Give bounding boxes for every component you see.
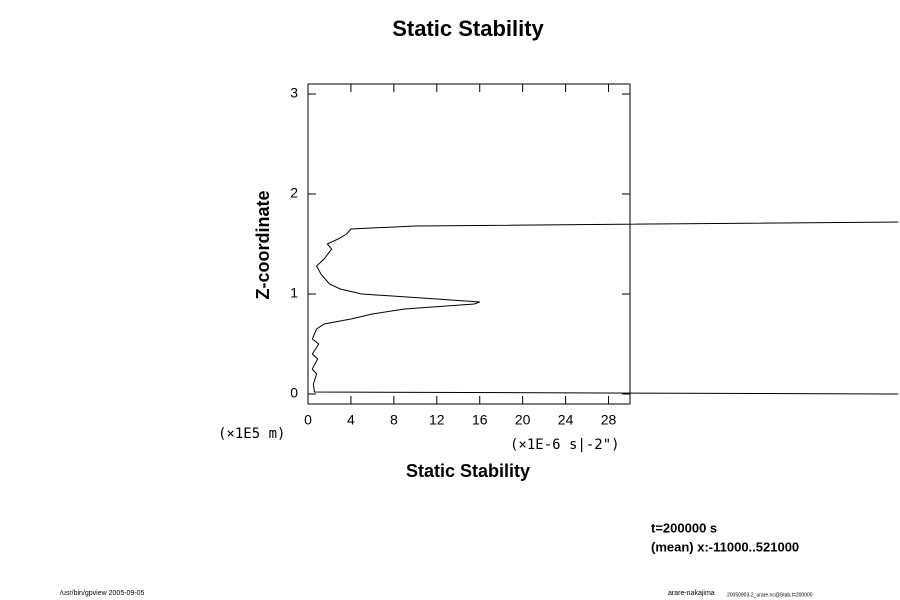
x-tick-label: 12 (429, 412, 445, 428)
x-tick-label: 24 (558, 412, 574, 428)
x-tick-label: 8 (390, 412, 398, 428)
footer: /usr/bin/gpview 2005-09-05 (60, 590, 145, 597)
y-tick-label: 1 (290, 285, 298, 301)
y-axis-label: Z-coordinate (253, 190, 273, 299)
y-units: (×1E5 m) (218, 426, 285, 442)
x-axis-label: Static Stability (406, 461, 530, 481)
x-tick-label: 16 (472, 412, 488, 428)
line (311, 221, 899, 395)
y-tick-label: 0 (290, 385, 298, 401)
x-units: (×1E-6 s|-2") (510, 437, 620, 453)
chart-title: Static Stability (392, 16, 544, 41)
plot-frame (307, 83, 631, 405)
x-tick-label: 0 (304, 412, 312, 428)
y-tick-label: 2 (290, 185, 298, 201)
y-tick-label: 3 (290, 85, 298, 101)
note: t=200000 s (651, 520, 717, 535)
x-tick-label: 28 (601, 412, 617, 428)
footer: 20050903-2_arare.nc@Stab,t=200000 (727, 592, 813, 598)
footer: arare-nakajima (668, 590, 715, 597)
note: (mean) x:-11000..521000 (651, 539, 799, 554)
x-tick-label: 4 (347, 412, 355, 428)
x-tick-label: 20 (515, 412, 531, 428)
